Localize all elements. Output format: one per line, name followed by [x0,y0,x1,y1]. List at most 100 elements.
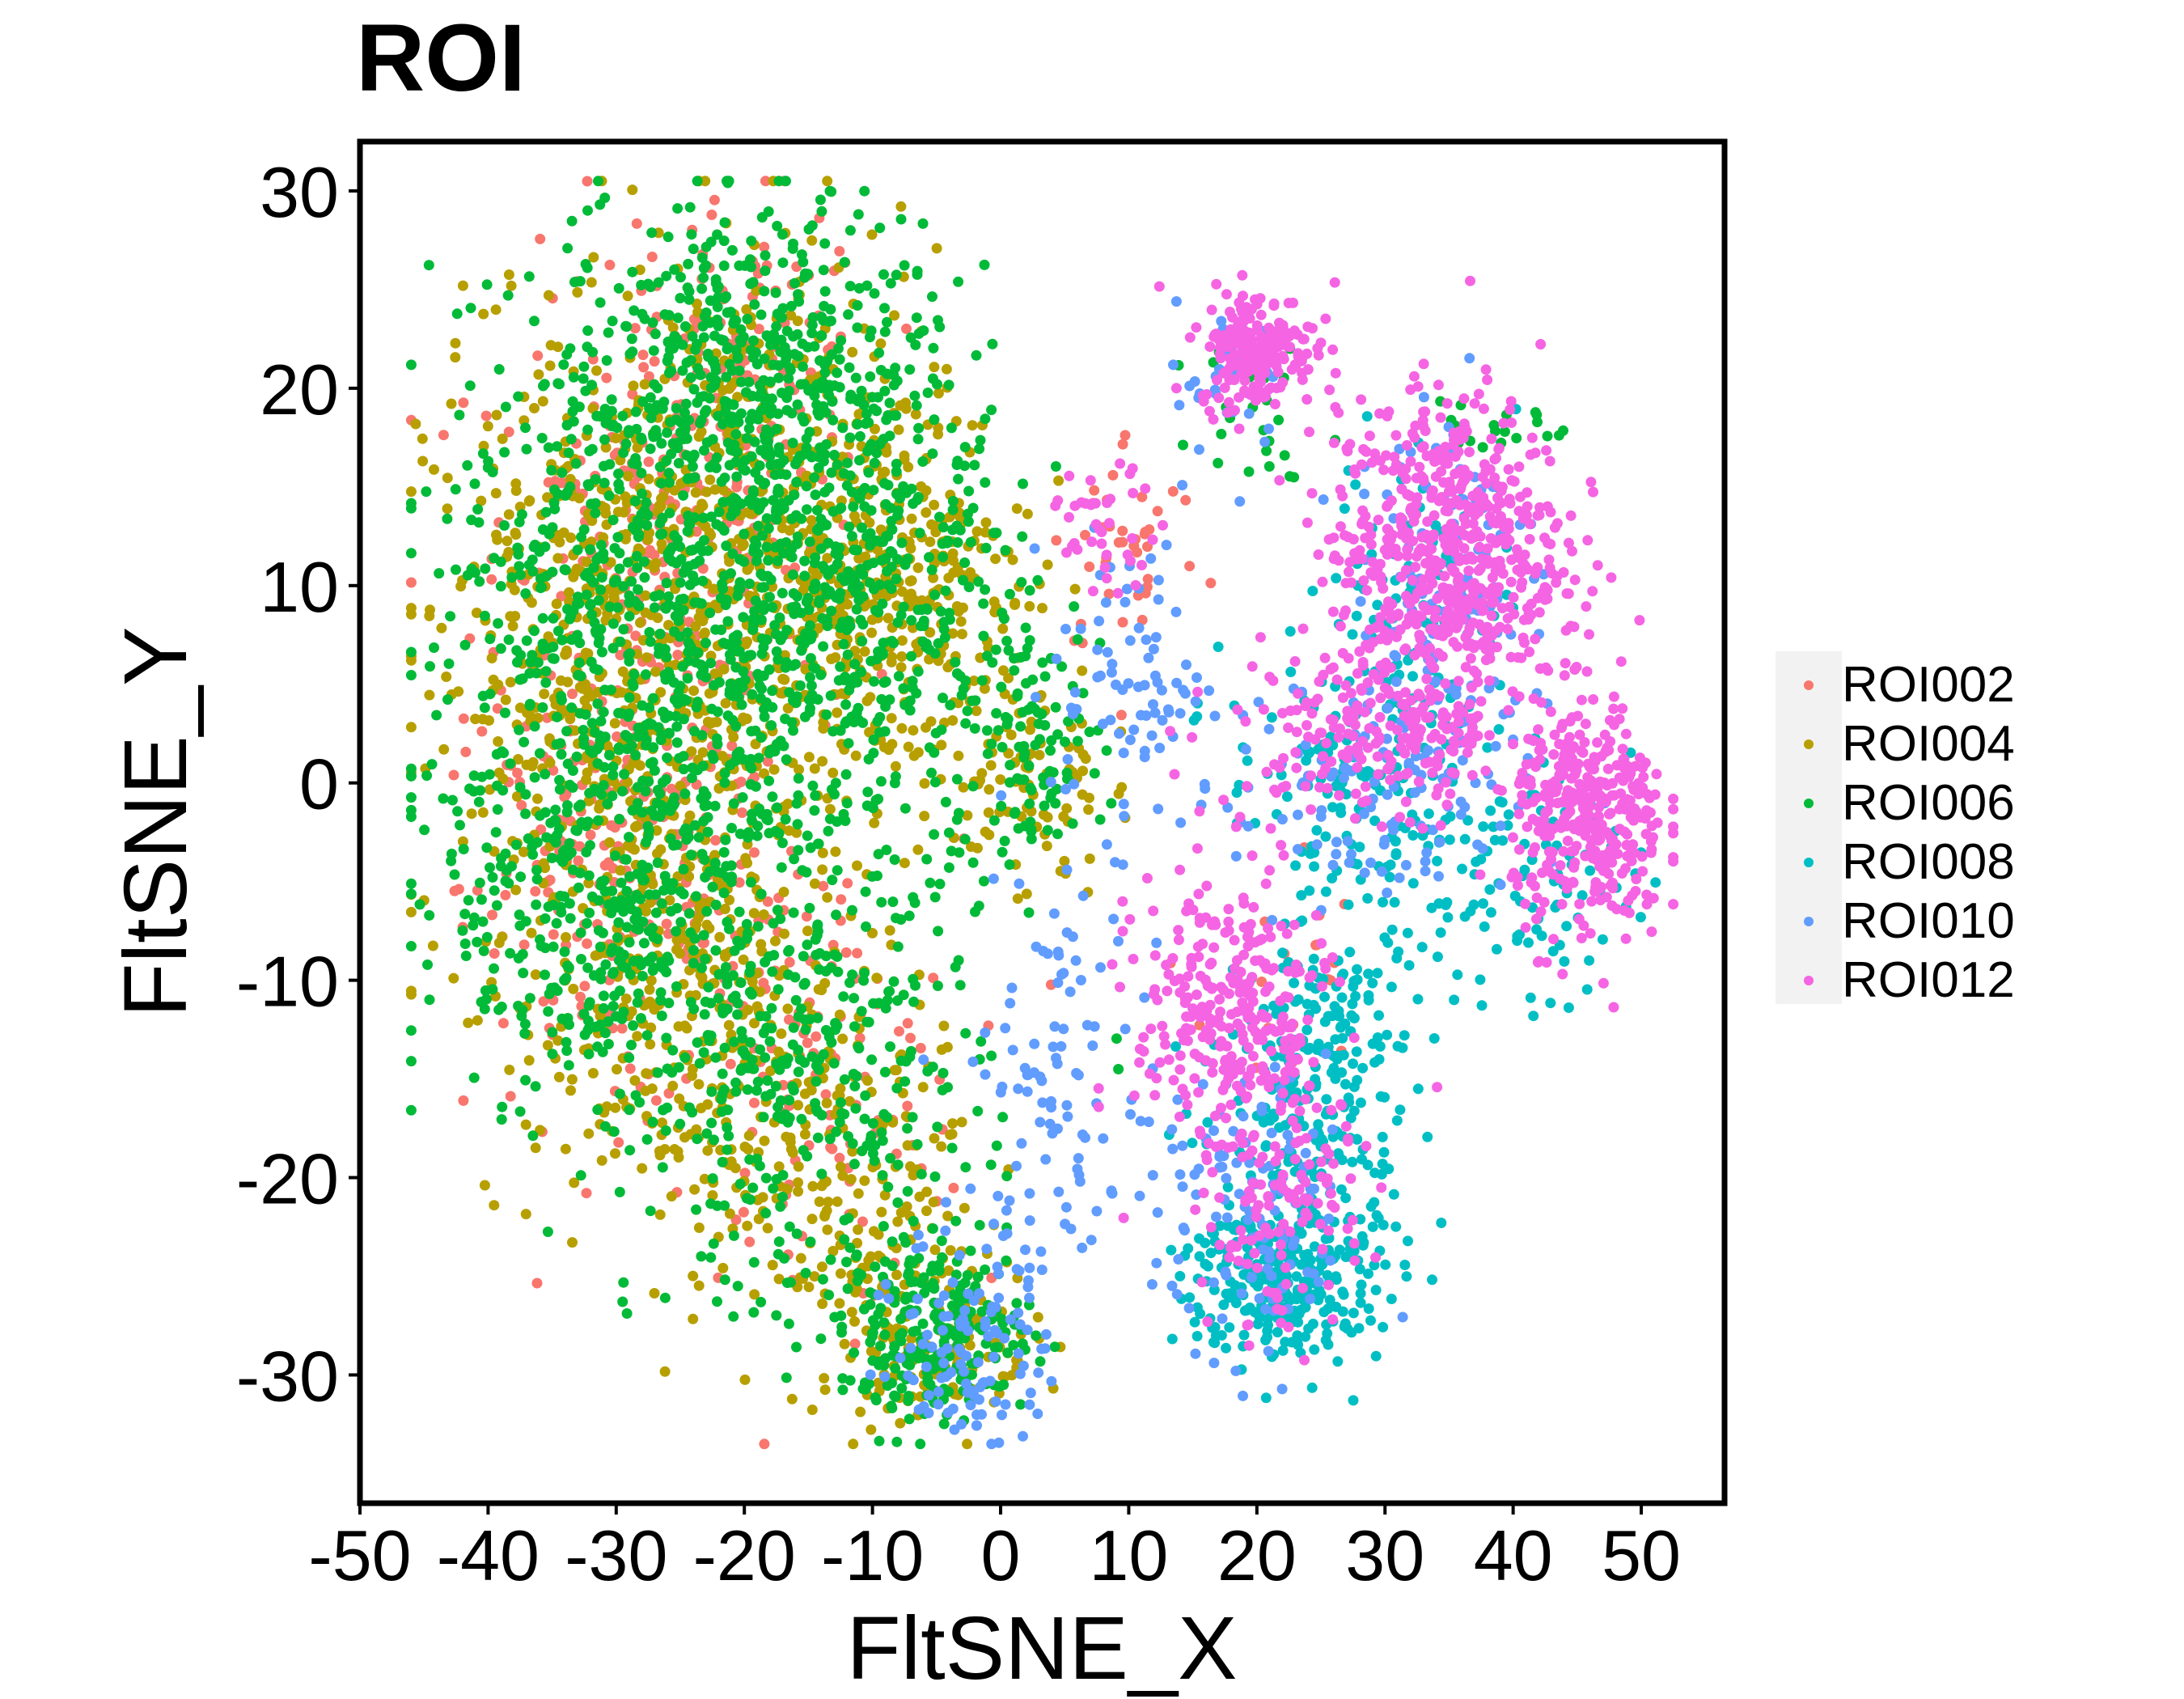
data-point-ROI006 [574,867,586,879]
data-point-ROI006 [565,481,576,493]
data-point-ROI006 [747,989,757,1000]
data-point-ROI006 [732,935,743,947]
data-point-ROI004 [615,865,626,876]
data-point-ROI006 [643,926,654,937]
data-point-ROI004 [876,1206,887,1218]
data-point-ROI006 [829,789,840,800]
data-point-ROI002 [948,1182,959,1193]
data-point-ROI006 [866,871,878,882]
data-point-ROI006 [523,271,535,282]
data-point-ROI006 [809,341,820,352]
data-point-ROI006 [950,657,961,667]
data-point-ROI006 [748,619,760,630]
data-point-ROI006 [496,1114,507,1125]
data-point-ROI004 [834,1298,845,1309]
data-point-ROI004 [1037,603,1048,614]
data-point-ROI004 [417,433,428,444]
data-point-ROI006 [1113,1064,1124,1074]
data-point-ROI006 [718,235,730,247]
data-point-ROI006 [967,502,979,514]
data-point-ROI006 [718,261,730,271]
data-point-ROI004 [853,553,865,564]
data-point-ROI006 [649,602,660,613]
data-point-ROI002 [901,323,912,334]
data-point-ROI004 [822,553,833,564]
data-point-ROI006 [536,433,548,443]
data-point-ROI004 [723,1019,734,1031]
data-point-ROI006 [664,507,675,519]
data-point-ROI006 [638,938,650,949]
data-point-ROI006 [405,1025,417,1036]
data-point-ROI006 [953,276,964,287]
data-point-ROI006 [925,877,936,888]
data-point-ROI004 [962,1438,973,1450]
data-point-ROI006 [806,220,818,231]
data-point-ROI006 [738,612,749,623]
data-point-ROI004 [505,676,516,688]
data-point-ROI006 [743,423,755,434]
data-point-ROI006 [582,205,593,216]
data-point-ROI006 [843,566,854,577]
data-point-ROI006 [872,716,883,727]
data-point-ROI002 [1180,494,1191,506]
data-point-ROI006 [805,633,816,645]
data-point-ROI004 [405,608,417,620]
data-point-ROI004 [478,308,489,320]
data-point-ROI002 [672,650,684,660]
data-point-ROI006 [607,515,619,526]
data-point-ROI004 [846,1307,857,1318]
data-point-ROI004 [583,795,595,807]
data-point-ROI004 [773,1046,785,1057]
data-point-ROI006 [851,604,862,615]
data-point-ROI004 [809,763,820,774]
data-point-ROI006 [636,468,647,479]
data-point-ROI004 [759,768,769,779]
data-point-ROI006 [711,866,722,877]
data-point-ROI006 [673,615,684,626]
data-point-ROI004 [984,829,995,841]
data-point-ROI002 [599,860,611,871]
data-point-ROI006 [734,260,745,271]
data-point-ROI006 [700,871,711,883]
data-point-ROI004 [912,562,924,574]
data-point-ROI006 [719,217,730,228]
data-point-ROI006 [812,838,823,850]
data-point-ROI006 [933,315,943,326]
data-point-ROI004 [823,1197,834,1208]
data-point-ROI006 [663,600,675,611]
data-point-ROI006 [724,923,734,934]
data-point-ROI006 [547,1049,558,1060]
data-point-ROI006 [540,570,552,582]
data-point-ROI006 [677,365,688,376]
data-point-ROI006 [816,1109,827,1121]
data-point-ROI006 [882,480,894,491]
data-point-ROI006 [705,1252,717,1263]
data-point-ROI004 [657,1117,667,1129]
data-point-ROI006 [624,1145,636,1156]
data-point-ROI004 [864,517,875,528]
data-point-ROI006 [514,724,525,735]
data-point-ROI006 [813,462,824,473]
data-point-ROI004 [568,983,579,994]
data-point-ROI006 [661,270,672,282]
data-point-ROI006 [748,335,759,346]
data-point-ROI004 [610,1148,620,1159]
data-point-ROI006 [561,420,573,431]
data-point-ROI006 [661,578,672,589]
data-point-ROI004 [786,1393,798,1405]
data-point-ROI006 [491,900,502,911]
data-point-ROI004 [773,1273,785,1285]
data-point-ROI006 [847,1138,858,1149]
data-point-ROI006 [628,1020,639,1032]
data-point-ROI004 [424,689,435,701]
data-point-ROI006 [468,1072,480,1083]
data-point-ROI004 [405,985,417,997]
data-point-ROI004 [622,777,633,788]
data-point-ROI006 [582,1024,594,1036]
data-point-ROI006 [701,906,713,917]
data-point-ROI006 [916,1168,927,1180]
data-point-ROI004 [697,500,709,511]
data-point-ROI006 [902,1123,913,1134]
data-point-ROI004 [902,1140,913,1151]
data-point-ROI002 [531,1277,543,1289]
